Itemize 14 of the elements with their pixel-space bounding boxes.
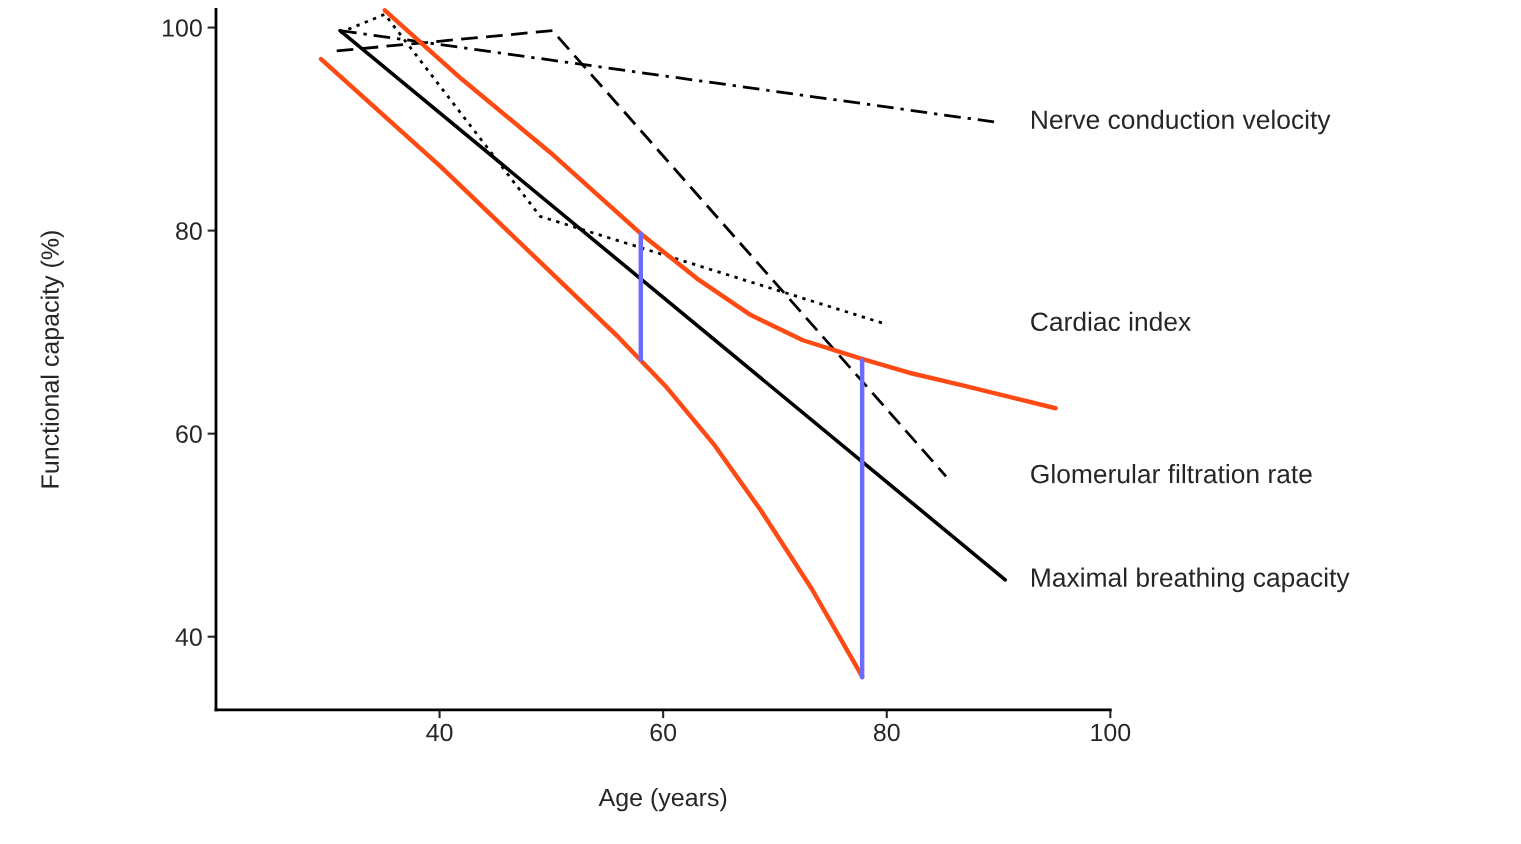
x-tick-label: 60 [650,723,677,742]
series-label: Nerve conduction velocity [1032,109,1331,135]
x-tick-label: 80 [873,723,900,742]
text: Glomerular filtration rate [1031,464,1312,484]
y-tick-label: 100 [162,19,202,37]
y-axis-title: Functional capacity (%) [40,231,64,488]
x-axis-title: Age (years) [598,787,727,812]
text: Cardiac index [1031,311,1191,332]
y-tick-label: 80 [176,222,202,240]
series-label: Maximal breathing capacity [1032,567,1350,593]
x-tick-label: 100 [1091,723,1131,742]
y-tick-label: 60 [176,425,202,443]
x-tick-label: 40 [426,723,453,742]
y-tick-label: 40 [175,628,202,647]
